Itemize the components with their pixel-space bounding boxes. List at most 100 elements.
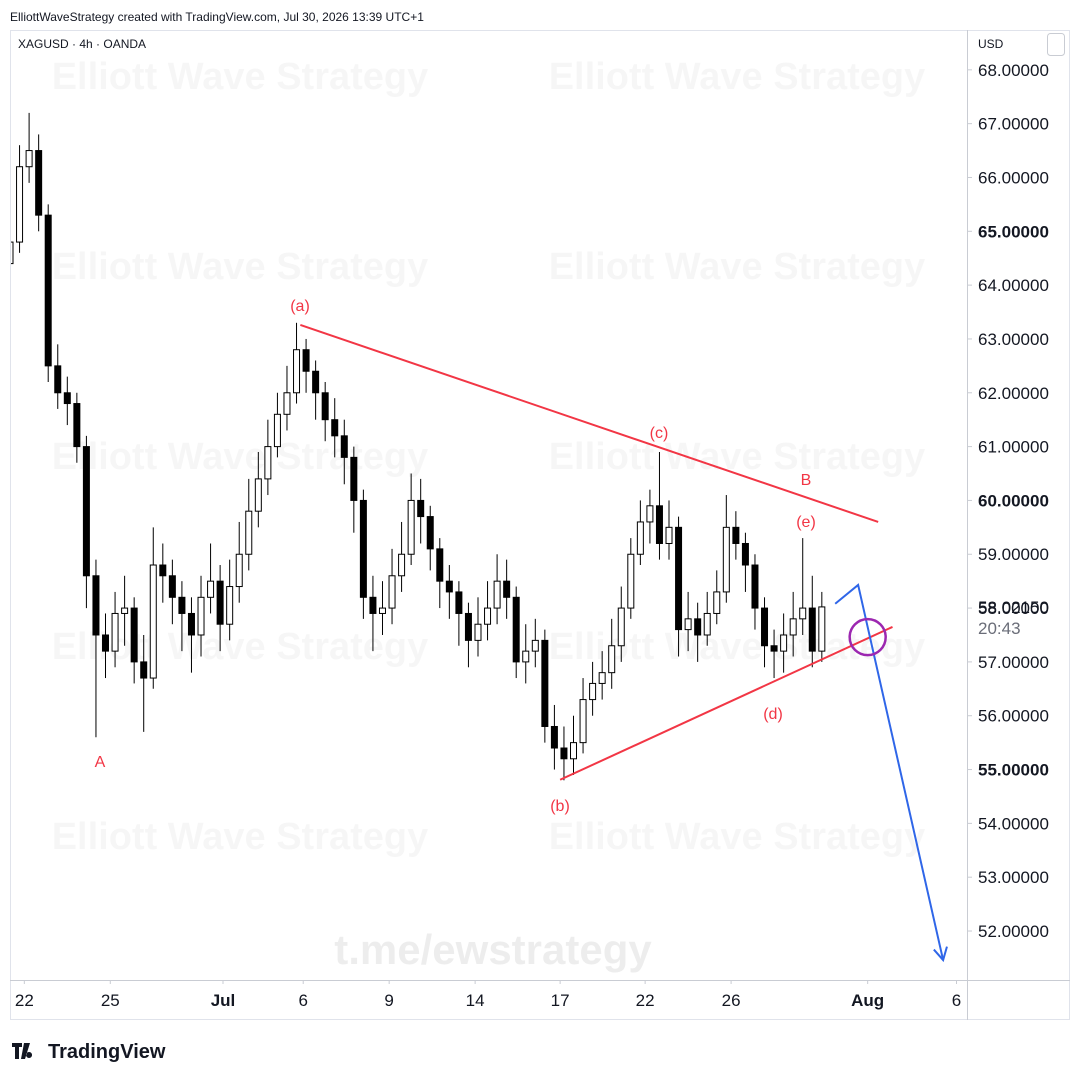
candle-body [321,392,329,421]
wave-label: (e) [796,514,816,531]
settings-button[interactable] [1047,33,1065,56]
candle-body [226,586,234,625]
watermark: Elliott Wave Strategy [549,246,926,288]
currency: USD [978,37,1004,51]
candle-body [149,564,157,679]
wave-label: B [801,472,812,489]
x-tick-label: 14 [466,991,485,1010]
candle-body [761,607,769,647]
watermark: Elliott Wave Strategy [52,56,429,98]
candle-body [121,607,129,614]
y-tick-label: 67.00000 [978,115,1049,134]
candle-body [627,553,635,609]
candle-body [207,580,215,598]
candle-body [216,580,224,625]
candle-body [102,634,110,652]
candle-body [245,510,253,555]
candle-body [484,607,492,625]
x-tick-label: Aug [851,991,884,1010]
candle-body [398,553,406,577]
candle-body [302,349,310,372]
candle-body [445,580,453,593]
symbol: XAGUSD · 4h · OANDA [18,37,146,51]
candle-body [598,672,606,684]
last-price-label: 58.02150 [978,598,1049,617]
candle-body [44,214,52,367]
candle-body [54,365,62,394]
watermark: Elliott Wave Strategy [549,56,926,98]
x-tick-label: 6 [952,991,961,1010]
y-tick-label: 57.00000 [978,653,1049,672]
watermarks: Elliott Wave Strategy Elliott Wave Strate… [52,56,926,973]
x-tick-label: Jul [211,991,236,1010]
candle-body [140,661,148,679]
candle-body [254,478,262,512]
logo-icon [12,1043,33,1059]
candle-body [675,526,683,631]
candle-body [25,150,33,168]
y-tick-label: 53.00000 [978,868,1049,887]
candle-body [770,645,778,652]
candle-body [665,526,673,544]
candle-body [197,596,205,636]
wave-label: (b) [550,798,570,815]
y-tick-label: 62.00000 [978,384,1049,403]
candle-body [808,607,816,652]
highlight-circle [848,617,887,657]
candle-body [455,591,463,614]
candle-body [589,682,597,701]
y-tick-label: 56.00000 [978,707,1049,726]
candle-body [541,639,549,727]
candle-body [273,413,281,448]
x-tick-label: 25 [101,991,120,1010]
x-tick-label: 26 [722,991,741,1010]
candle-body [283,392,291,415]
candle-body [264,446,272,480]
y-tick-label: 52.00000 [978,922,1049,941]
candle-body [493,580,501,609]
candle-body [655,505,663,544]
projection-arrow [834,583,945,961]
watermark: Elliott Wave Strategy [52,436,429,478]
candle-body [436,548,444,582]
candle-body [579,699,587,744]
candle-body [73,403,81,448]
candle-body [732,526,740,544]
candle-body [560,747,568,760]
watermark: Elliott Wave Strategy [549,436,926,478]
candle-body [159,564,167,577]
candle-body [16,166,24,243]
candle-body [503,580,511,598]
candle-body [35,150,43,216]
logo: TradingView [12,1041,166,1063]
candle-body [703,612,711,636]
candle-body [426,516,434,550]
candle-body [168,575,176,598]
plot [11,112,826,781]
candle-body [646,505,654,523]
y-tick-label: 68.00000 [978,61,1049,80]
candle-body [531,639,539,652]
overlay: (a) (b) (c) (d) (e) A B [95,298,948,963]
y-tick-label: 64.00000 [978,276,1049,295]
candle-body [694,618,702,636]
wave-label: A [95,754,106,771]
candle-body [684,618,692,631]
candle-body [570,742,578,760]
candle-body [63,392,71,405]
candle-body [359,499,367,598]
candle-body [340,435,348,458]
header: ElliottWaveStrategy created with Trading… [10,10,424,24]
candle-body [722,526,730,593]
candle-body [417,499,425,518]
candle-body [550,725,558,749]
y-tick-label: 55.00000 [978,761,1049,780]
candle-body [111,612,119,652]
candle-body [407,499,415,555]
watermark: Elliott Wave Strategy [52,816,429,858]
y-tick-label: 60.00000 [978,491,1049,510]
candle-body [378,607,386,614]
candle-body [474,623,482,641]
